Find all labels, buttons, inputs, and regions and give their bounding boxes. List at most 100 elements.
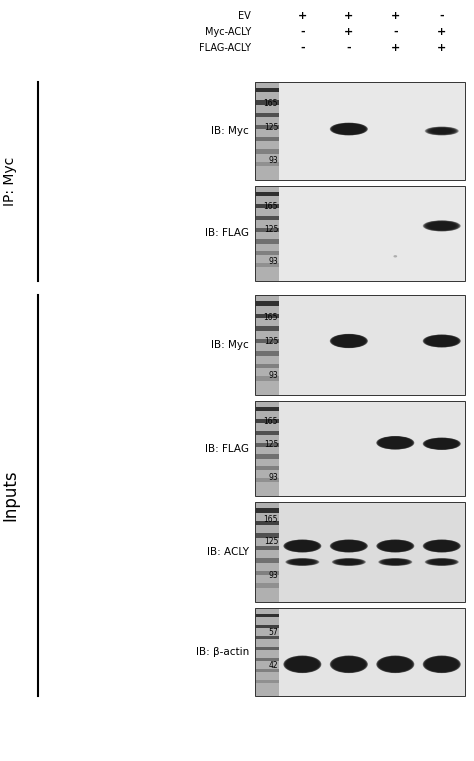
Ellipse shape — [386, 543, 405, 549]
Ellipse shape — [433, 223, 451, 228]
Ellipse shape — [383, 559, 408, 565]
Ellipse shape — [340, 338, 357, 344]
Ellipse shape — [340, 660, 358, 668]
Bar — [255, 571, 279, 575]
Ellipse shape — [433, 338, 451, 344]
Ellipse shape — [333, 335, 365, 347]
Ellipse shape — [434, 129, 450, 133]
Ellipse shape — [435, 339, 448, 343]
Ellipse shape — [344, 127, 354, 131]
Ellipse shape — [385, 660, 406, 669]
Ellipse shape — [295, 661, 310, 667]
Ellipse shape — [434, 661, 449, 668]
Ellipse shape — [426, 438, 457, 449]
Bar — [255, 635, 279, 639]
Ellipse shape — [428, 127, 456, 135]
Ellipse shape — [286, 540, 319, 552]
Ellipse shape — [333, 335, 365, 347]
Ellipse shape — [341, 661, 357, 668]
Ellipse shape — [342, 543, 356, 548]
Bar — [255, 521, 279, 525]
Ellipse shape — [429, 559, 455, 565]
Ellipse shape — [389, 560, 402, 564]
Ellipse shape — [289, 541, 316, 551]
Ellipse shape — [344, 662, 354, 667]
Ellipse shape — [426, 540, 458, 552]
Bar — [255, 295, 465, 395]
Ellipse shape — [340, 560, 358, 564]
Ellipse shape — [330, 540, 368, 552]
Ellipse shape — [335, 124, 363, 134]
Ellipse shape — [290, 542, 315, 550]
Ellipse shape — [423, 335, 460, 347]
Text: +: + — [298, 11, 307, 21]
Ellipse shape — [432, 543, 452, 549]
Ellipse shape — [386, 440, 404, 446]
Ellipse shape — [295, 543, 310, 549]
Ellipse shape — [290, 658, 315, 670]
Ellipse shape — [295, 560, 309, 564]
Ellipse shape — [429, 542, 454, 550]
Ellipse shape — [337, 559, 361, 565]
Bar — [255, 240, 279, 244]
Ellipse shape — [293, 660, 311, 668]
Ellipse shape — [430, 559, 453, 565]
Ellipse shape — [385, 660, 405, 669]
Bar — [255, 583, 279, 587]
Ellipse shape — [387, 440, 404, 446]
Ellipse shape — [298, 662, 307, 667]
Ellipse shape — [330, 656, 367, 673]
Ellipse shape — [292, 543, 313, 549]
Ellipse shape — [292, 659, 313, 670]
Ellipse shape — [428, 336, 456, 346]
Ellipse shape — [330, 540, 367, 552]
Ellipse shape — [381, 559, 410, 565]
Bar — [255, 625, 279, 629]
Ellipse shape — [433, 441, 451, 447]
Ellipse shape — [342, 127, 356, 131]
Ellipse shape — [425, 558, 459, 566]
Text: -: - — [346, 43, 351, 53]
Ellipse shape — [296, 561, 309, 563]
Ellipse shape — [431, 223, 453, 229]
Ellipse shape — [437, 442, 447, 445]
Ellipse shape — [292, 543, 313, 549]
Ellipse shape — [434, 339, 449, 344]
Ellipse shape — [342, 543, 356, 549]
Ellipse shape — [343, 661, 355, 667]
Ellipse shape — [434, 661, 450, 668]
Ellipse shape — [424, 438, 460, 450]
Text: 42: 42 — [269, 661, 278, 670]
Ellipse shape — [334, 559, 364, 565]
Ellipse shape — [286, 540, 319, 552]
Ellipse shape — [335, 559, 363, 565]
Ellipse shape — [384, 439, 406, 447]
Text: -: - — [439, 11, 444, 21]
Ellipse shape — [333, 124, 365, 134]
Ellipse shape — [390, 661, 401, 667]
Ellipse shape — [289, 658, 316, 670]
Ellipse shape — [380, 438, 410, 448]
Ellipse shape — [379, 657, 412, 672]
Ellipse shape — [432, 441, 451, 447]
Ellipse shape — [378, 657, 412, 672]
Bar — [255, 352, 279, 355]
Ellipse shape — [335, 541, 363, 551]
Ellipse shape — [381, 658, 410, 671]
Ellipse shape — [432, 223, 451, 228]
Ellipse shape — [431, 660, 452, 669]
Ellipse shape — [426, 221, 457, 231]
Ellipse shape — [379, 437, 412, 449]
Ellipse shape — [377, 436, 414, 450]
Ellipse shape — [337, 125, 361, 133]
Ellipse shape — [433, 560, 451, 564]
Text: 93: 93 — [268, 156, 278, 165]
Ellipse shape — [330, 334, 368, 348]
Ellipse shape — [434, 441, 449, 446]
Ellipse shape — [424, 656, 460, 673]
Ellipse shape — [336, 125, 362, 133]
Ellipse shape — [341, 126, 357, 132]
Text: -: - — [393, 27, 398, 37]
Ellipse shape — [432, 441, 452, 447]
Text: 125: 125 — [264, 336, 278, 345]
